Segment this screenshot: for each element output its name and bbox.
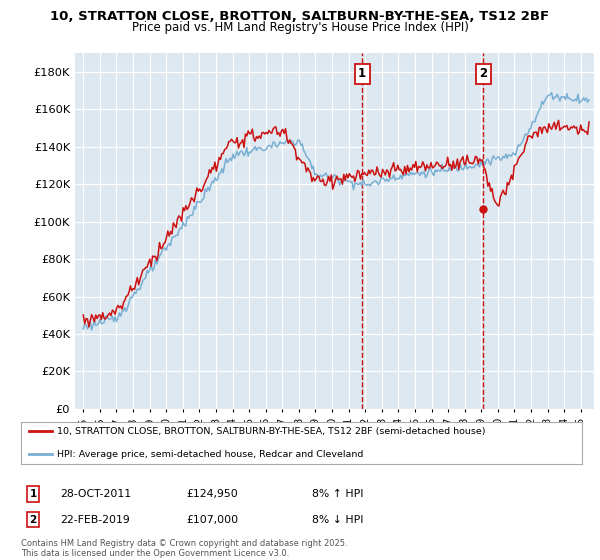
Text: 1: 1 xyxy=(29,489,37,499)
Text: £124,950: £124,950 xyxy=(186,489,238,499)
Text: 10, STRATTON CLOSE, BROTTON, SALTBURN-BY-THE-SEA, TS12 2BF: 10, STRATTON CLOSE, BROTTON, SALTBURN-BY… xyxy=(50,10,550,23)
Text: Price paid vs. HM Land Registry's House Price Index (HPI): Price paid vs. HM Land Registry's House … xyxy=(131,21,469,34)
Text: 1: 1 xyxy=(358,67,366,80)
Text: 8% ↑ HPI: 8% ↑ HPI xyxy=(312,489,364,499)
Text: HPI: Average price, semi-detached house, Redcar and Cleveland: HPI: Average price, semi-detached house,… xyxy=(58,450,364,459)
Text: 28-OCT-2011: 28-OCT-2011 xyxy=(60,489,131,499)
Text: 2: 2 xyxy=(479,67,487,80)
Text: £107,000: £107,000 xyxy=(186,515,238,525)
Text: 10, STRATTON CLOSE, BROTTON, SALTBURN-BY-THE-SEA, TS12 2BF (semi-detached house): 10, STRATTON CLOSE, BROTTON, SALTBURN-BY… xyxy=(58,427,486,436)
Text: 2: 2 xyxy=(29,515,37,525)
Text: 8% ↓ HPI: 8% ↓ HPI xyxy=(312,515,364,525)
Text: Contains HM Land Registry data © Crown copyright and database right 2025.
This d: Contains HM Land Registry data © Crown c… xyxy=(21,539,347,558)
Text: 22-FEB-2019: 22-FEB-2019 xyxy=(60,515,130,525)
